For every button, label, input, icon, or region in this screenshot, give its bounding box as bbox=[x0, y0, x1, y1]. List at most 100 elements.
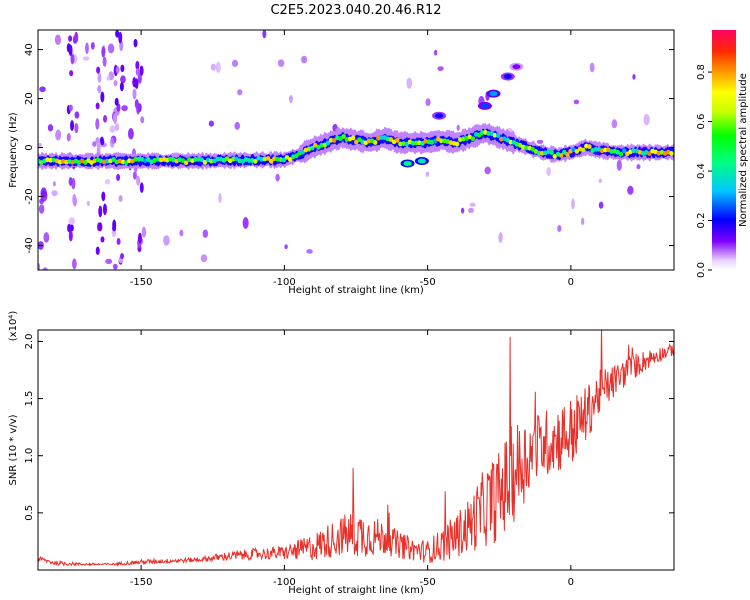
ridge-core bbox=[505, 137, 510, 143]
spectrogram-streak bbox=[72, 193, 77, 206]
spectrogram-speckle bbox=[598, 178, 602, 184]
ridge-core bbox=[300, 149, 305, 155]
spectrogram-streak bbox=[68, 230, 73, 242]
x-tick-label: -150 bbox=[130, 277, 153, 288]
ridge-core bbox=[265, 156, 271, 161]
spectrogram-streak bbox=[102, 203, 107, 216]
spectrogram-streak bbox=[100, 91, 105, 103]
colorbar: 0.0 0.2 0.4 0.6 0.8 Normalized spectral ampl… bbox=[696, 30, 749, 278]
spectrogram-frame bbox=[37, 29, 675, 271]
ridge-core bbox=[231, 156, 236, 162]
ridge-core bbox=[294, 153, 299, 159]
spectrogram-speckle bbox=[469, 202, 476, 207]
ridge-core bbox=[338, 136, 343, 142]
ridge-core bbox=[536, 150, 542, 156]
ridge-core bbox=[565, 152, 570, 157]
colorbar-tick-label: 0.6 bbox=[696, 114, 707, 130]
spectrogram-streak bbox=[95, 118, 100, 130]
y-tick-label: 1.0 bbox=[24, 448, 35, 464]
y-tick-label: 20 bbox=[24, 92, 35, 105]
spectrogram-feature bbox=[512, 64, 521, 70]
spectrogram-speckle bbox=[109, 137, 115, 148]
spectrogram-streak bbox=[70, 53, 75, 65]
ridge-core bbox=[413, 140, 419, 146]
x-tick-label: -50 bbox=[419, 277, 435, 288]
spectrogram-speckle bbox=[242, 217, 249, 229]
spectrogram-speckle bbox=[468, 207, 474, 214]
colorbar-tick-label: 0.4 bbox=[696, 163, 707, 179]
spectrogram-speckle bbox=[52, 181, 57, 187]
spectrogram-speckle bbox=[179, 229, 184, 237]
spectrogram-speckle bbox=[262, 30, 267, 39]
figure-title: C2E5.2023.040.20.46.R12 bbox=[270, 3, 441, 18]
spectrogram-speckle bbox=[42, 267, 48, 270]
ridge-core bbox=[202, 159, 208, 165]
spectrogram-streak bbox=[101, 191, 106, 202]
spectrogram-speckle bbox=[68, 217, 75, 225]
spectrogram-image bbox=[38, 30, 674, 270]
spectrogram-speckle bbox=[536, 139, 544, 144]
spectrogram-speckle bbox=[90, 41, 95, 50]
colorbar-tick-label: 0.0 bbox=[696, 262, 707, 278]
ridge-core bbox=[647, 151, 652, 156]
spectrogram-streak bbox=[72, 35, 77, 44]
ridge-core bbox=[379, 135, 384, 140]
ridge-core bbox=[357, 137, 362, 143]
spectrogram-y-axis: -40 -20 0 20 40 bbox=[24, 43, 674, 254]
ridge-core bbox=[111, 157, 116, 162]
spectrogram-streak bbox=[68, 104, 73, 112]
spectrogram-streak bbox=[120, 64, 125, 73]
snr-x-axis: -150 -100 -50 0 bbox=[130, 330, 574, 588]
ridge-core bbox=[580, 147, 586, 153]
spectrogram-speckle bbox=[288, 95, 293, 103]
x-tick-label: -100 bbox=[273, 577, 296, 588]
snr-line bbox=[38, 330, 674, 567]
spectrogram-streak bbox=[98, 222, 103, 232]
ridge-core bbox=[480, 130, 485, 135]
spectrogram-speckle bbox=[571, 198, 575, 210]
spectrogram-streak bbox=[97, 72, 102, 83]
ridge-core bbox=[275, 156, 280, 162]
ridge-core bbox=[284, 154, 290, 160]
spectrogram-streak bbox=[132, 88, 137, 100]
snr-y-multiplier: (x10⁴) bbox=[8, 311, 19, 342]
ridge-core bbox=[372, 140, 378, 145]
ridge-core bbox=[180, 158, 186, 164]
ridge-core bbox=[193, 157, 198, 162]
spectrogram-speckle bbox=[277, 59, 285, 67]
spectrogram-speckle bbox=[51, 190, 58, 197]
ridge-core bbox=[325, 140, 331, 146]
spectrogram-speckle bbox=[589, 62, 595, 73]
spectrogram-speckle bbox=[106, 76, 111, 81]
spectrogram-speckle bbox=[616, 159, 622, 171]
spectrogram-streak bbox=[118, 195, 123, 202]
spectrogram-streak bbox=[100, 236, 105, 243]
spectrogram-speckle bbox=[611, 119, 618, 129]
spectrogram-speckle bbox=[632, 73, 636, 80]
spectrogram-y-label: Frequency (Hz) bbox=[8, 112, 19, 188]
spectrogram-streak bbox=[140, 116, 145, 124]
spectrogram-speckle bbox=[215, 61, 221, 73]
spectrogram-speckle bbox=[306, 249, 313, 254]
y-tick-label: 40 bbox=[24, 43, 35, 56]
spectrogram-speckle bbox=[86, 200, 91, 207]
spectrogram-streak bbox=[119, 82, 124, 92]
spectrogram-streak bbox=[95, 102, 100, 110]
snr-panel: -150 -100 -50 0 0.5 1.0 1.5 2.0 Height of stra… bbox=[8, 311, 675, 596]
spectrogram-speckle bbox=[121, 105, 128, 112]
spectrogram-speckle bbox=[109, 125, 116, 133]
spectrogram-speckle bbox=[573, 99, 580, 105]
spectrogram-speckle bbox=[38, 204, 45, 214]
colorbar-tick-label: 0.2 bbox=[696, 213, 707, 229]
spectrogram-speckle bbox=[460, 207, 465, 214]
ridge-core bbox=[269, 158, 274, 164]
ridge-core bbox=[631, 148, 636, 154]
y-tick-label: 2.0 bbox=[24, 333, 35, 349]
ridge-core bbox=[558, 153, 564, 158]
spectrogram-speckle bbox=[92, 141, 97, 147]
spectrogram-streak bbox=[132, 171, 137, 180]
ridge-core bbox=[603, 147, 608, 153]
spectrogram-streak bbox=[116, 103, 121, 112]
spectrogram-streak bbox=[116, 237, 121, 245]
